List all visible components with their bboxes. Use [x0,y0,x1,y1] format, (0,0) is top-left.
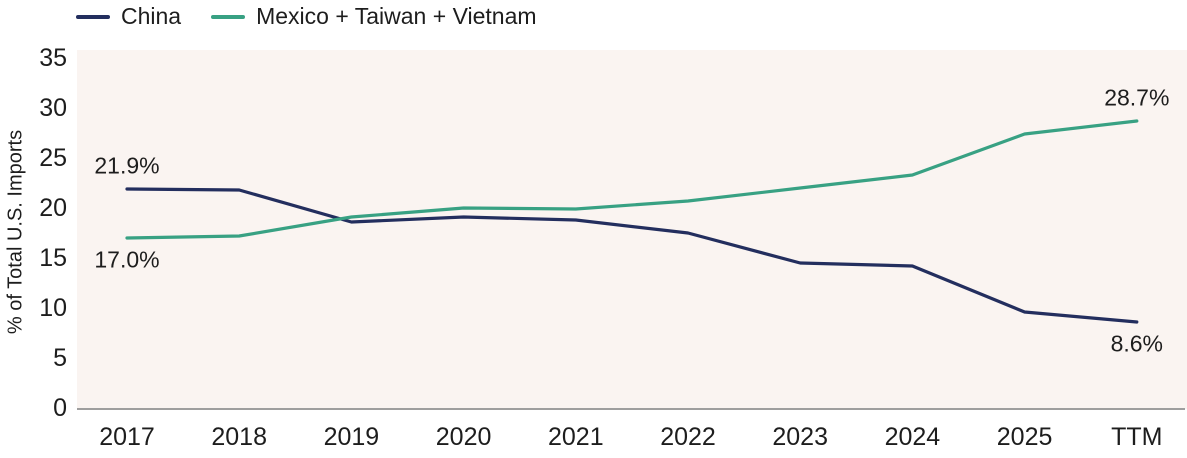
series-line-0 [125,187,1139,324]
data-label: 17.0% [94,246,160,273]
x-tick-label: 2024 [884,423,941,451]
legend-label: Mexico + Taiwan + Vietnam [256,3,537,29]
x-tick-label: 2023 [772,423,828,451]
x-tick-label: 2022 [660,423,716,451]
x-tick-label: 2021 [547,423,604,451]
legend-swatch-icon [211,14,246,19]
x-tick-label: 2020 [435,423,492,451]
y-tick-label: 15 [39,244,67,272]
y-tick-label: 0 [53,394,67,422]
x-tick-label: TTM [1111,423,1163,451]
x-tick-label: 2017 [99,423,155,451]
y-tick-label: 10 [39,294,67,322]
y-axis: 0 5 10 15 20 25 30 35 [0,0,67,458]
legend: China Mexico + Taiwan + Vietnam [76,3,537,30]
legend-swatch-icon [76,14,110,19]
x-tick-label: 2019 [323,423,380,451]
data-label: 28.7% [1104,84,1170,111]
legend-item-0: China [76,3,181,30]
series-line-1 [125,119,1139,240]
x-tick-label: 2025 [996,423,1053,451]
legend-item-1: Mexico + Taiwan + Vietnam [211,3,537,30]
data-label: 21.9% [94,152,160,179]
y-tick-label: 30 [39,94,67,122]
x-tick-label: 2018 [211,423,267,451]
y-tick-label: 5 [53,344,67,372]
legend-label: China [121,3,182,29]
y-tick-label: 35 [39,44,67,72]
y-tick-label: 25 [39,144,67,172]
plot-background [77,50,1187,409]
y-tick-label: 20 [39,194,67,222]
data-label: 8.6% [1110,330,1164,357]
